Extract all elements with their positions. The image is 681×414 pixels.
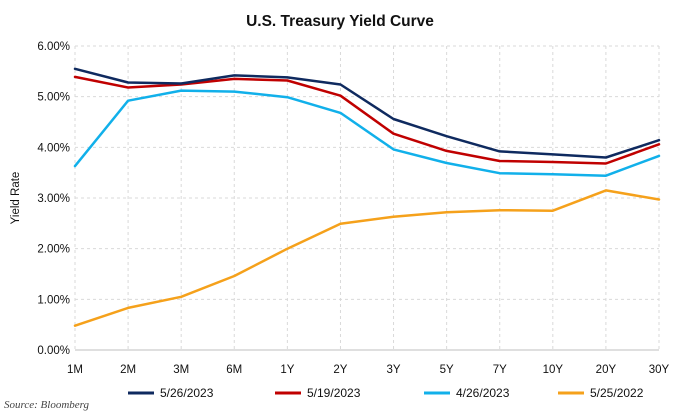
series-line [73, 67, 661, 159]
x-tick-label: 7Y [493, 364, 507, 376]
series-line [73, 189, 661, 327]
series-lines [73, 67, 661, 327]
legend-label: 5/25/2022 [590, 386, 644, 400]
series-line [73, 75, 661, 165]
x-tick-label: 5Y [440, 364, 454, 376]
x-tick-label: 2Y [333, 364, 347, 376]
x-tick-label: 10Y [543, 364, 564, 376]
source-note: Source: Bloomberg [4, 399, 90, 411]
legend-label: 4/26/2023 [456, 386, 510, 400]
legend: 5/26/2023 5/19/2023 4/26/2023 5/25/2022 [128, 386, 644, 400]
x-tick-label: 3M [173, 364, 189, 376]
legend-label: 5/26/2023 [160, 386, 214, 400]
y-tick-label: 6.00% [37, 41, 70, 53]
y-tick-label: 3.00% [37, 193, 70, 205]
x-axis-ticks: 1M 2M 3M 6M 1Y 2Y 3Y 5Y 7Y 10Y 20Y 30Y [67, 364, 670, 376]
y-tick-label: 2.00% [37, 244, 70, 256]
y-tick-label: 5.00% [37, 92, 70, 104]
y-tick-label: 0.00% [37, 345, 70, 357]
y-tick-label: 1.00% [37, 294, 70, 306]
y-axis-label: Yield Rate [10, 172, 22, 225]
x-tick-label: 1Y [280, 364, 294, 376]
x-tick-label: 20Y [596, 364, 617, 376]
x-tick-label: 3Y [387, 364, 401, 376]
chart-title: U.S. Treasury Yield Curve [246, 13, 434, 30]
x-tick-label: 30Y [649, 364, 670, 376]
x-tick-label: 2M [120, 364, 136, 376]
gridlines [74, 45, 660, 351]
x-tick-label: 1M [67, 364, 83, 376]
y-tick-label: 4.00% [37, 142, 70, 154]
series-line [73, 89, 661, 177]
x-tick-label: 6M [226, 364, 242, 376]
legend-label: 5/19/2023 [307, 386, 361, 400]
y-axis-ticks: 0.00% 1.00% 2.00% 3.00% 4.00% 5.00% 6.00% [37, 41, 70, 357]
